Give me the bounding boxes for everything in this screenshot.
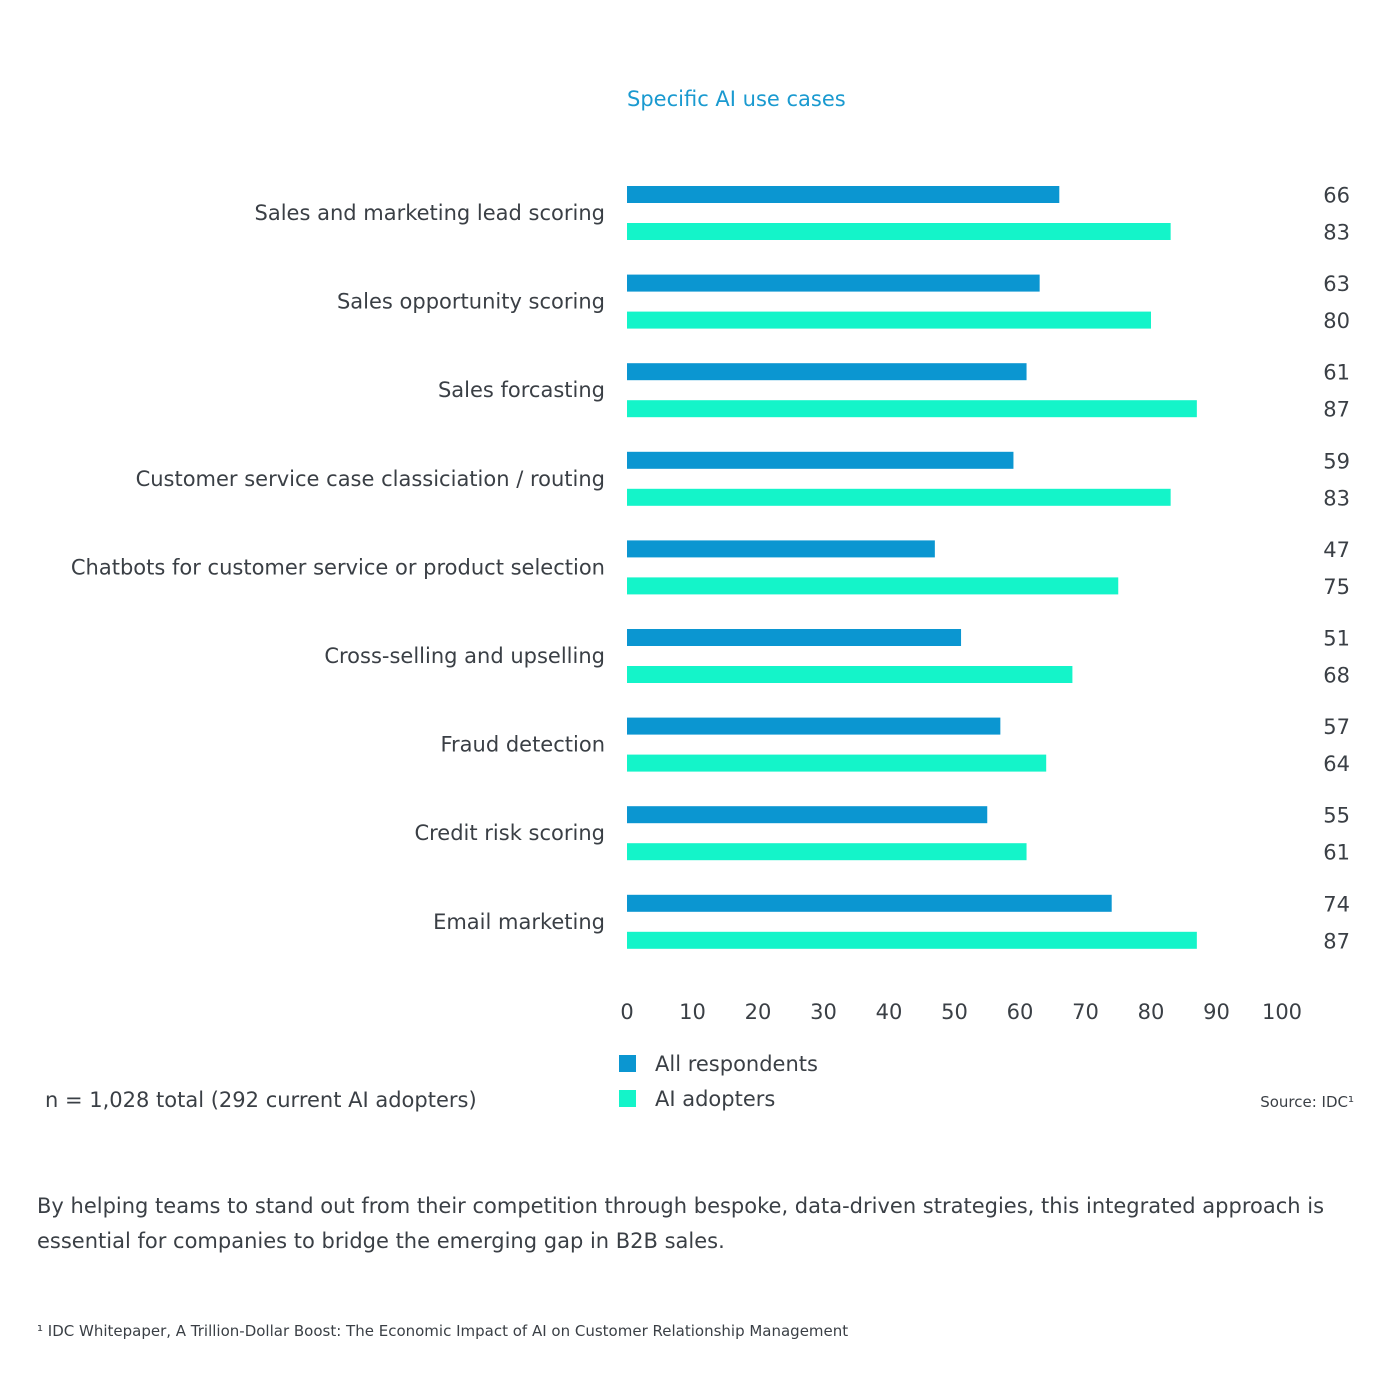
x-tick-label: 100 (1262, 1000, 1302, 1024)
bar-all-respondents (627, 186, 1060, 203)
bar-ai-adopters (627, 931, 1197, 949)
data-label: 64 (1323, 752, 1350, 776)
bar-all-respondents (627, 894, 1112, 912)
sample-size-note: n = 1,028 total (292 current AI adopters… (45, 1088, 477, 1112)
bar-all-respondents (627, 363, 1027, 381)
bars-layer: Sales and marketing lead scoring 66 83 Sale… (71, 184, 1350, 954)
bar-ai-adopters (627, 754, 1047, 772)
data-label: 83 (1323, 221, 1350, 245)
bar-all-respondents (627, 540, 935, 558)
bar-all-respondents (627, 806, 988, 824)
data-label: 59 (1323, 449, 1350, 473)
category-label: Sales forcasting (438, 378, 605, 402)
bar-ai-adopters (627, 488, 1171, 506)
bar-ai-adopters (627, 223, 1171, 240)
data-label: 57 (1323, 715, 1350, 739)
bar-all-respondents (627, 717, 1001, 735)
data-label: 87 (1323, 398, 1350, 422)
bar-all-respondents (627, 451, 1014, 469)
legend-swatch (619, 1055, 636, 1072)
bar-ai-adopters (627, 311, 1151, 329)
data-label: 61 (1323, 361, 1350, 385)
data-label: 74 (1323, 892, 1350, 916)
category-label: Email marketing (433, 910, 605, 934)
legend-label: AI adopters (655, 1087, 775, 1111)
category-label: Cross-selling and upselling (324, 644, 605, 668)
footnote: ¹ IDC Whitepaper, A Trillion-Dollar Boos… (37, 1322, 849, 1340)
x-tick-label: 50 (941, 1000, 968, 1024)
x-tick-label: 90 (1203, 1000, 1230, 1024)
data-label: 80 (1323, 309, 1350, 333)
x-tick-label: 10 (679, 1000, 706, 1024)
data-label: 75 (1323, 575, 1350, 599)
x-tick-label: 80 (1138, 1000, 1165, 1024)
source-label: Source: IDC¹ (1260, 1093, 1354, 1111)
category-label: Sales opportunity scoring (337, 290, 605, 314)
data-label: 68 (1323, 664, 1350, 688)
data-label: 63 (1323, 272, 1350, 296)
bar-ai-adopters (627, 400, 1197, 418)
x-axis: 0 10 20 30 40 50 60 70 80 90 100 (620, 1000, 1302, 1024)
bar-all-respondents (627, 629, 962, 646)
x-tick-label: 30 (810, 1000, 837, 1024)
category-label: Fraud detection (440, 733, 605, 757)
legend-label: All respondents (655, 1052, 818, 1076)
x-tick-label: 70 (1072, 1000, 1099, 1024)
category-label: Chatbots for customer service or product… (71, 555, 605, 579)
data-label: 61 (1323, 841, 1350, 865)
x-tick-label: 20 (745, 1000, 772, 1024)
data-label: 83 (1323, 486, 1350, 510)
x-tick-label: 60 (1007, 1000, 1034, 1024)
data-label: 51 (1323, 627, 1350, 651)
bar-all-respondents (627, 274, 1040, 292)
legend: All respondents AI adopters (619, 1052, 818, 1111)
category-label: Customer service case classiciation / ro… (136, 467, 605, 491)
body-paragraph: By helping teams to stand out from their… (37, 1194, 1325, 1253)
x-tick-label: 40 (876, 1000, 903, 1024)
bar-chart: Specific AI use cases Sales and marketin… (45, 87, 1354, 1112)
bar-ai-adopters (627, 843, 1027, 861)
category-label: Credit risk scoring (414, 821, 605, 845)
chart-title: Specific AI use cases (627, 87, 846, 111)
bar-ai-adopters (627, 666, 1073, 683)
bar-ai-adopters (627, 577, 1119, 595)
x-tick-label: 0 (620, 1000, 633, 1024)
data-label: 66 (1323, 184, 1350, 208)
legend-swatch (619, 1090, 636, 1107)
data-label: 47 (1323, 538, 1350, 562)
data-label: 55 (1323, 804, 1350, 828)
data-label: 87 (1323, 929, 1350, 953)
category-label: Sales and marketing lead scoring (255, 201, 606, 225)
